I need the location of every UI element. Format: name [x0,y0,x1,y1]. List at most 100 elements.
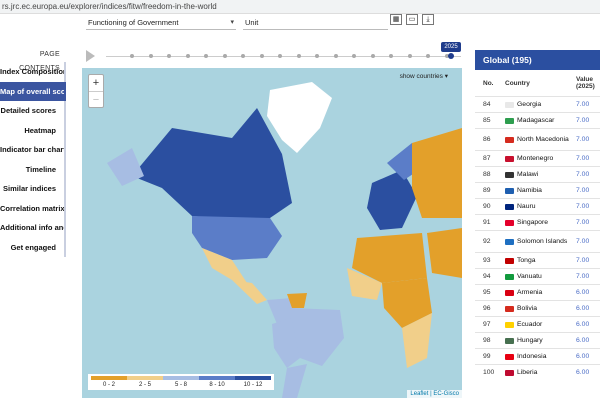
timeline-tick[interactable] [130,54,134,58]
legend-swatch [91,376,127,380]
table-row[interactable]: 85 Madagascar 7.00 [475,112,600,128]
southern-africa-shape [402,313,432,368]
timeline-tick[interactable] [241,54,245,58]
usa-shape [192,216,282,260]
legend-label: 10 - 12 [243,382,263,388]
sidebar-item[interactable]: Map of overall scores [0,81,66,101]
country-value: 6.00 [576,321,590,328]
rank-number: 90 [483,203,491,210]
year-timeline[interactable]: 2025 [86,42,466,68]
flag-icon [505,337,514,344]
country-name: Georgia [517,101,542,108]
north-africa-shape [352,233,427,283]
timeline-handle[interactable] [448,53,454,59]
country-name: Tonga [517,257,536,264]
brazil-shape [288,308,344,366]
flag-icon [505,155,514,162]
map-attribution[interactable]: Leaflet | EC-Gisco [407,390,462,398]
country-value: 7.00 [576,155,590,162]
table-row[interactable]: 95 Armenia 6.00 [475,284,600,300]
country-value: 6.00 [576,369,590,376]
table-row[interactable]: 93 Tonga 7.00 [475,252,600,268]
ranking-header: No. Country Value (2025) [475,70,600,96]
timeline-tick[interactable] [352,54,356,58]
timeline-tick[interactable] [204,54,208,58]
sidebar-item[interactable]: Similar indices [0,179,66,199]
country-value: 6.00 [576,289,590,296]
rank-number: 95 [483,289,491,296]
rank-number: 88 [483,171,491,178]
legend-label: 2 - 5 [138,382,151,388]
timeline-tick[interactable] [370,54,375,58]
alaska-shape [107,148,144,186]
sidebar-item[interactable]: Heatmap [0,120,66,140]
table-row[interactable]: 87 Montenegro 7.00 [475,150,600,166]
table-row[interactable]: 90 Nauru 7.00 [475,198,600,214]
show-countries-toggle[interactable]: show countries ▾ [399,73,448,80]
timeline-track[interactable] [106,56,461,57]
flag-icon [505,353,514,360]
timeline-tick[interactable] [389,54,393,58]
page-contents-nav: PAGE CONTENTS Index Composition Map of ov… [0,48,66,257]
page-contents-header: PAGE CONTENTS [19,51,60,72]
rank-number: 97 [483,321,491,328]
zoom-in-button[interactable]: + [92,77,100,89]
timeline-tick[interactable] [185,54,190,58]
address-bar[interactable]: rs.jrc.ec.europa.eu/explorer/indices/fit… [0,0,600,14]
timeline-tick[interactable] [222,54,227,58]
table-row[interactable]: 92 Solomon Islands 7.00 [475,230,600,252]
country-value: 7.00 [576,219,590,226]
timeline-tick[interactable] [167,54,171,58]
table-row[interactable]: 91 Singapore 7.00 [475,214,600,230]
table-row[interactable]: 98 Hungary 6.00 [475,332,600,348]
flag-icon [505,273,514,280]
timeline-tick[interactable] [278,54,282,58]
table-icon[interactable]: ▦ [390,14,402,25]
unit-select[interactable]: Unit [243,16,388,30]
table-row[interactable]: 88 Malawi 7.00 [475,166,600,182]
world-map[interactable]: + − show countries ▾ 0 - 2 2 - 5 5 - 8 8 - … [82,68,462,398]
rank-number: 94 [483,273,491,280]
timeline-tick[interactable] [296,54,301,58]
sidebar-item[interactable]: Indicator bar chart [0,140,66,160]
flag-icon [505,219,514,226]
canada-shape [132,108,292,220]
sidebar-item[interactable]: Index Composition [0,62,66,82]
timeline-tick[interactable] [148,54,153,58]
table-row[interactable]: 100 Liberia 6.00 [475,364,600,380]
sidebar-item[interactable]: Correlation matrix [0,198,66,218]
indicator-select[interactable]: Functioning of Government ▾ [86,16,236,30]
sidebar-item[interactable]: Timeline [0,159,66,179]
table-row[interactable]: 99 Indonesia 6.00 [475,348,600,364]
sidebar-item[interactable]: Get engaged [0,237,66,257]
country-name: Hungary [517,337,543,344]
col-no: No. [483,79,494,87]
play-icon[interactable] [86,50,95,62]
table-row[interactable]: 84 Georgia 7.00 [475,96,600,112]
timeline-tick[interactable] [333,54,338,58]
table-row[interactable]: 89 Namibia 7.00 [475,182,600,198]
table-row[interactable]: 86 North Macedonia 7.00 [475,128,600,150]
download-icon[interactable]: ⤓ [422,14,434,25]
timeline-tick[interactable] [259,54,264,58]
west-africa-shape [347,268,382,300]
rank-number: 93 [483,257,491,264]
timeline-tick[interactable] [407,54,412,58]
image-icon[interactable]: ▭ [406,14,418,25]
timeline-tick[interactable] [315,54,319,58]
rank-number: 92 [483,238,491,245]
country-value: 7.00 [576,136,590,143]
url-text: rs.jrc.ec.europa.eu/explorer/indices/fit… [2,2,217,11]
flag-icon [505,257,514,264]
timeline-tick[interactable] [444,54,449,58]
sidebar-item[interactable]: Detailed scores [0,101,66,121]
sidebar-item[interactable]: Additional info and links [0,218,66,238]
table-row[interactable]: 94 Vanuatu 7.00 [475,268,600,284]
table-row[interactable]: 96 Bolivia 6.00 [475,300,600,316]
country-value: 6.00 [576,337,590,344]
rank-number: 99 [483,353,491,360]
timeline-tick[interactable] [426,54,430,58]
zoom-out-button[interactable]: − [89,91,103,107]
europe-shape [367,170,417,230]
table-row[interactable]: 97 Ecuador 6.00 [475,316,600,332]
